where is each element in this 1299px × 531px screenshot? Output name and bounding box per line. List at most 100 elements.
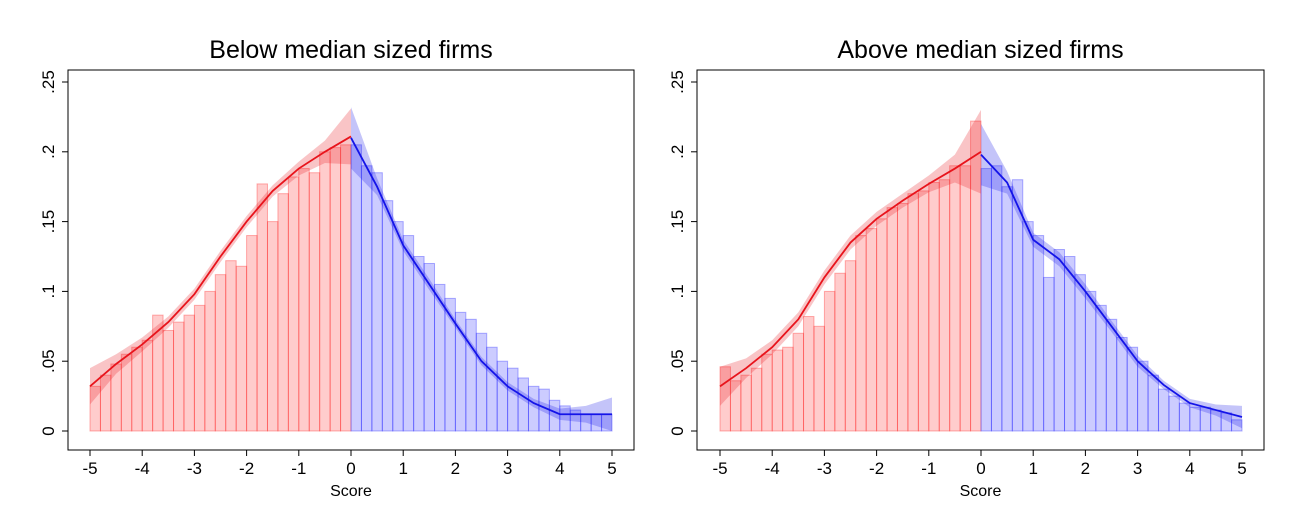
histogram-bar <box>214 274 227 432</box>
histogram-bar <box>896 202 909 432</box>
histogram-bar <box>266 221 279 432</box>
y-tick-label: .2 <box>668 145 687 159</box>
histogram-bar <box>162 329 175 432</box>
histogram-bar <box>1168 395 1180 432</box>
y-tick-label: .25 <box>668 70 687 94</box>
histogram-bar <box>740 374 752 432</box>
histogram-bar <box>465 318 477 432</box>
y-tick-label: .2 <box>39 145 58 159</box>
x-tick-label: 4 <box>555 459 564 478</box>
histogram-bar <box>298 168 310 432</box>
histogram-bar <box>917 190 930 432</box>
histogram-bar <box>173 321 185 432</box>
histogram-bar <box>1032 235 1045 432</box>
histogram-bar <box>235 265 248 432</box>
histogram-bar <box>413 256 425 432</box>
y-tick-label: .1 <box>668 284 687 298</box>
panel: 0 .05 .1 .15 .2 .25 -5 -4 -3 -2 -1 0 1 2 3 4 5 Score Above… <box>668 36 1265 500</box>
histogram-bar <box>340 144 352 432</box>
histogram-bar <box>225 260 237 432</box>
confidence-band <box>720 109 981 406</box>
x-axis-label: Score <box>960 483 1002 500</box>
histogram-bar <box>548 399 561 432</box>
x-tick-label: 1 <box>398 459 407 478</box>
x-tick-label: 0 <box>346 459 355 478</box>
histogram-bar <box>1053 249 1066 432</box>
histogram-bar <box>823 290 836 432</box>
histogram-bar <box>750 367 763 432</box>
histogram-bar <box>360 165 373 432</box>
histogram-bar <box>1011 179 1024 432</box>
histogram-bar <box>980 168 992 432</box>
histogram-bar <box>938 179 951 432</box>
x-tick-label: -1 <box>921 459 936 478</box>
histogram-bar <box>1116 336 1128 432</box>
histogram-bar <box>834 272 846 432</box>
histogram-bar <box>287 176 300 432</box>
y-tick-label: 0 <box>39 426 58 435</box>
histogram-bar <box>959 165 972 432</box>
y-tick-label: .05 <box>668 349 687 373</box>
histogram-bar <box>277 193 289 432</box>
x-tick-label: -1 <box>291 459 306 478</box>
histogram-bar <box>990 165 1003 432</box>
x-tick-label: -3 <box>817 459 832 478</box>
histogram-bar <box>729 380 742 432</box>
x-tick-label: 0 <box>976 459 985 478</box>
histogram-bar <box>1084 290 1097 432</box>
histogram-bar <box>803 316 815 432</box>
histogram-bar <box>350 144 362 432</box>
x-tick-label: 3 <box>1133 459 1142 478</box>
histogram-bar <box>907 193 919 432</box>
histogram-bar <box>792 332 805 432</box>
histogram-bar <box>1157 388 1170 432</box>
histogram-bar <box>1074 274 1086 432</box>
histogram-bar <box>1043 276 1055 432</box>
histogram-bar <box>1001 186 1013 432</box>
histogram-bar <box>89 385 101 432</box>
histogram-bar <box>719 366 731 432</box>
histogram-bar <box>876 218 888 432</box>
chart-title: Above median sized firms <box>837 36 1123 64</box>
x-tick-label: 5 <box>607 459 616 478</box>
histogram-bar <box>865 228 878 432</box>
histogram-bar <box>1231 419 1243 432</box>
histogram-bar <box>928 182 940 432</box>
y-tick-label: .05 <box>39 349 58 373</box>
histogram-bar <box>99 374 112 432</box>
histogram-bar <box>1126 346 1139 432</box>
histogram-bar <box>1189 406 1201 432</box>
x-tick-label: -5 <box>712 459 727 478</box>
histogram-bar <box>1137 360 1149 432</box>
histogram-bar <box>771 349 784 432</box>
x-tick-label: 2 <box>451 459 460 478</box>
histogram-bar <box>371 172 383 432</box>
fit-line <box>719 151 982 388</box>
histogram-bar <box>507 367 519 432</box>
histogram-bar <box>256 183 268 432</box>
histogram-bar <box>1022 221 1034 432</box>
panel: 0 .05 .1 .15 .2 .25 -5 -4 -3 -2 -1 0 1 2 3 4 5 Score Below… <box>39 36 635 500</box>
chart-title: Below median sized firms <box>209 36 492 64</box>
x-tick-label: -4 <box>135 459 150 478</box>
y-tick-label: 0 <box>668 426 687 435</box>
histogram-bar <box>183 314 195 432</box>
histogram-bar <box>761 353 773 432</box>
x-tick-label: -4 <box>765 459 780 478</box>
x-tick-label: -2 <box>239 459 254 478</box>
x-tick-label: -2 <box>869 459 884 478</box>
histogram-bar <box>329 147 342 432</box>
y-tick-label: .1 <box>39 284 58 298</box>
histogram-bar <box>381 200 394 432</box>
y-tick-label: .25 <box>39 70 58 94</box>
histogram-bar <box>517 377 529 432</box>
histogram-bar <box>246 235 258 432</box>
histogram-bar <box>569 409 582 432</box>
histogram-bar <box>527 385 540 432</box>
histogram-bar <box>204 290 216 432</box>
histogram-bar <box>1105 318 1118 432</box>
histogram-bar <box>496 360 509 432</box>
histogram-bar <box>444 297 456 432</box>
x-tick-label: -3 <box>187 459 202 478</box>
